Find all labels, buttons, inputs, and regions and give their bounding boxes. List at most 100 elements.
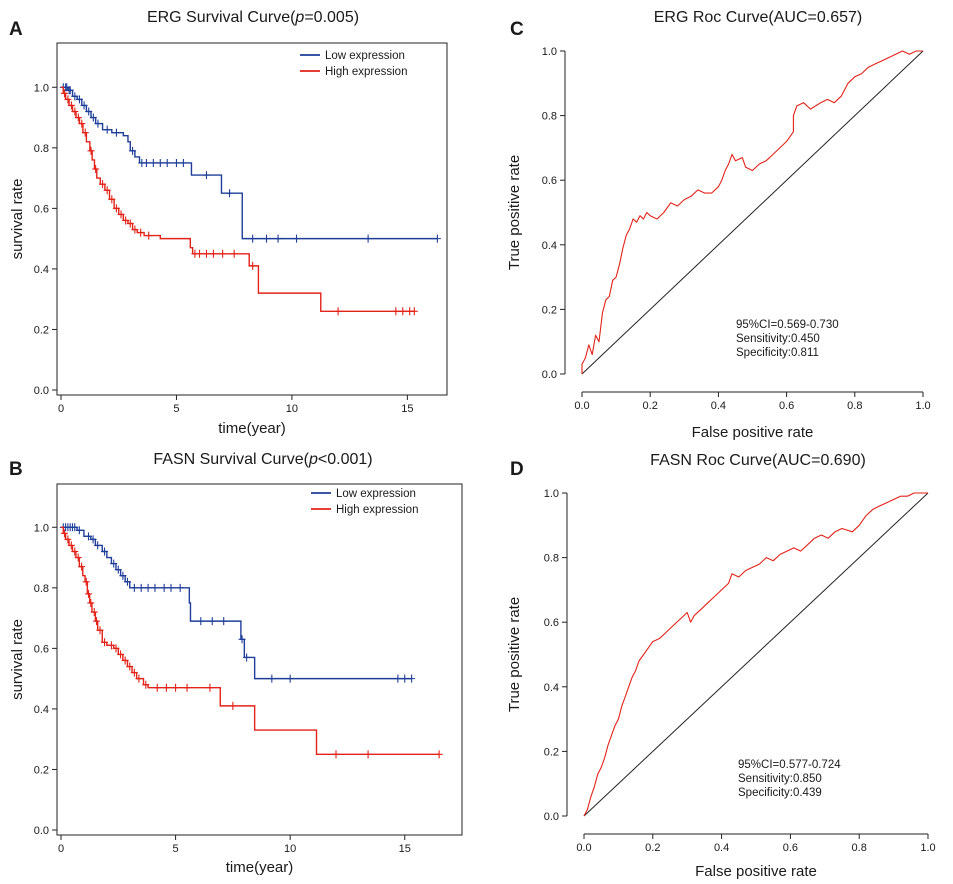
- y-tick-label: 0.4: [542, 240, 557, 252]
- censor-mark: [89, 113, 97, 122]
- roc-stat-text: 95%CI=0.577-0.724: [738, 759, 841, 771]
- censor-mark: [121, 656, 129, 665]
- censor-mark: [67, 541, 75, 550]
- km-curve-high: [61, 526, 440, 756]
- censor-mark: [435, 750, 443, 759]
- censor-mark: [286, 674, 294, 683]
- censor-mark: [112, 644, 120, 653]
- censor-mark: [219, 249, 227, 258]
- censor-mark: [433, 234, 441, 243]
- censor-mark: [410, 307, 418, 316]
- censor-mark: [401, 674, 409, 683]
- roc-stat-text: Sensitivity:0.450: [736, 333, 820, 345]
- y-tick-label: 0.0: [34, 825, 49, 837]
- censor-mark: [135, 674, 143, 683]
- censor-mark: [94, 119, 102, 128]
- panel-letter: C: [510, 19, 524, 40]
- legend-label: High expression: [325, 66, 407, 78]
- censor-mark: [145, 231, 153, 240]
- censor-mark: [176, 583, 184, 592]
- censor-mark: [82, 577, 90, 586]
- roc-curve: [583, 492, 928, 817]
- censor-mark: [238, 635, 246, 644]
- y-tick-label: 0.6: [34, 643, 49, 655]
- y-tick-label: 1.0: [34, 82, 49, 94]
- censor-mark: [92, 165, 100, 174]
- y-tick-label: 0.0: [34, 385, 49, 397]
- y-tick-label: 1.0: [544, 488, 559, 500]
- censor-mark: [101, 547, 109, 556]
- censor-mark: [85, 107, 93, 116]
- censor-mark: [119, 571, 127, 580]
- censor-mark: [129, 146, 137, 155]
- x-tick-label: 0.4: [711, 400, 726, 412]
- legend-label: High expression: [336, 504, 418, 516]
- censor-mark: [99, 180, 107, 189]
- censor-mark: [64, 95, 72, 104]
- roc-stat-text: Specificity:0.811: [736, 347, 819, 359]
- censor-mark: [110, 559, 118, 568]
- x-tick-label: 0.4: [714, 842, 729, 854]
- x-tick-label: 10: [284, 843, 296, 855]
- y-tick-label: 0.2: [34, 324, 49, 336]
- x-axis-label: False positive rate: [692, 424, 814, 441]
- y-axis-label: True positive rate: [506, 155, 523, 270]
- x-tick-label: 0.8: [847, 400, 862, 412]
- censor-mark: [78, 119, 86, 128]
- roc-stat-text: Sensitivity:0.850: [738, 773, 822, 785]
- y-tick-label: 1.0: [34, 522, 49, 534]
- km-curve-low: [61, 526, 412, 680]
- x-tick-label: 1.0: [920, 842, 935, 854]
- censor-mark: [179, 158, 187, 167]
- censor-mark: [67, 101, 75, 110]
- censor-mark: [94, 541, 102, 550]
- chart-title: FASN Survival Curve(p<0.001): [153, 451, 372, 468]
- censor-mark: [89, 535, 97, 544]
- y-tick-label: 0.4: [34, 264, 49, 276]
- y-axis-label: True positive rate: [506, 597, 523, 712]
- y-tick-label: 0.8: [542, 111, 557, 123]
- roc-stat-text: 95%CI=0.569-0.730: [736, 319, 839, 331]
- censor-mark: [408, 674, 416, 683]
- x-tick-label: 0.6: [783, 842, 798, 854]
- panel-c: C ERG Roc Curve(AUC=0.657) 0.0 0.2 0.4 0.6 0.8…: [506, 9, 931, 441]
- x-tick-label: 5: [173, 843, 179, 855]
- x-tick-label: 0: [58, 403, 64, 415]
- censor-mark: [226, 189, 234, 198]
- diagonal-reference-line: [581, 50, 924, 375]
- censor-mark: [103, 125, 111, 134]
- panel-letter: A: [9, 19, 23, 40]
- censor-mark: [172, 158, 180, 167]
- censor-mark: [114, 565, 122, 574]
- y-tick-label: 1.0: [542, 46, 557, 58]
- y-tick-label: 0.2: [542, 304, 557, 316]
- censor-mark: [142, 158, 150, 167]
- censor-mark: [130, 583, 138, 592]
- chart-title: ERG Survival Curve(p=0.005): [147, 9, 359, 26]
- censor-mark: [208, 617, 216, 626]
- censor-mark: [137, 583, 145, 592]
- censor-mark: [274, 234, 282, 243]
- y-tick-label: 0.4: [544, 682, 559, 694]
- panel-b: FASN Survival Curve(p<0.001) B 0.0 0.2 0.4 0.…: [9, 451, 463, 876]
- censor-mark: [74, 113, 82, 122]
- censor-mark: [90, 608, 98, 617]
- censor-mark: [85, 589, 92, 598]
- y-tick-label: 0.0: [544, 811, 559, 823]
- y-axis-label: survival rate: [9, 179, 26, 260]
- censor-mark: [71, 523, 79, 532]
- censor-mark: [131, 225, 139, 234]
- censor-mark: [80, 101, 88, 110]
- x-tick-label: 0.2: [643, 400, 658, 412]
- censor-mark: [87, 598, 95, 607]
- censor-mark: [263, 234, 271, 243]
- censor-mark: [75, 526, 83, 535]
- censor-mark: [163, 158, 171, 167]
- censor-mark: [117, 650, 125, 659]
- censor-mark: [183, 683, 191, 692]
- roc-curve: [581, 50, 923, 374]
- censor-mark: [103, 186, 111, 195]
- censor-mark: [66, 86, 74, 95]
- censor-mark: [172, 683, 180, 692]
